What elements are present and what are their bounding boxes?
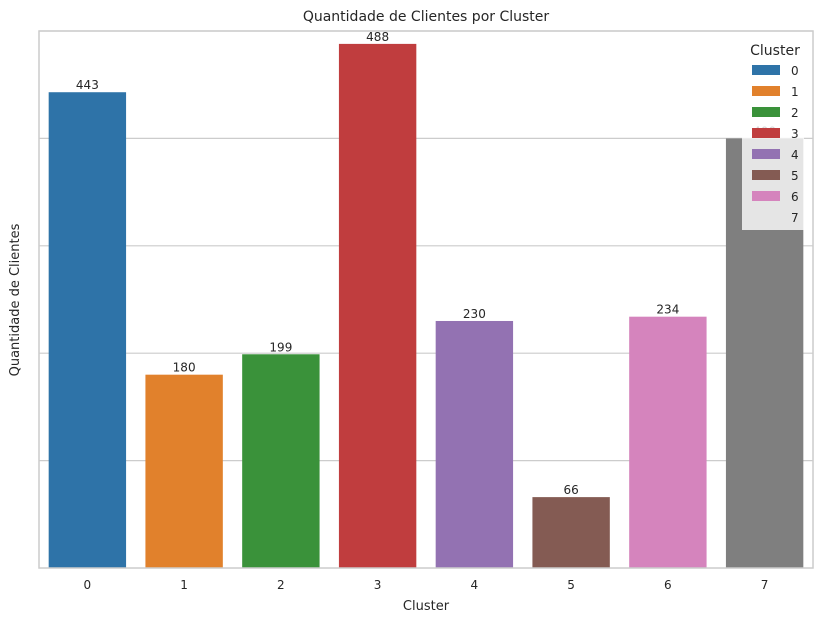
data-label-cluster-6: 234 <box>656 303 679 317</box>
legend-label-2: 2 <box>791 106 799 120</box>
legend-swatch-3 <box>752 128 780 138</box>
legend-swatch-4 <box>752 149 780 159</box>
bars <box>48 43 804 568</box>
legend-label-0: 0 <box>791 64 799 78</box>
x-tick-label-4: 4 <box>471 578 479 592</box>
legend-swatch-5 <box>752 170 780 180</box>
chart-title: Quantidade de Clientes por Cluster <box>303 9 550 25</box>
legend-label-3: 3 <box>791 127 799 141</box>
bar-cluster-0 <box>48 92 127 568</box>
x-tick-label-0: 0 <box>84 578 92 592</box>
x-axis-label: Cluster <box>403 599 450 614</box>
data-label-cluster-1: 180 <box>173 361 196 375</box>
x-tick-label-7: 7 <box>761 578 769 592</box>
legend-label-5: 5 <box>791 169 799 183</box>
legend-swatch-0 <box>752 65 780 75</box>
bar-cluster-6 <box>629 316 707 568</box>
legend-swatch-1 <box>752 86 780 96</box>
y-axis-label: Quantidade de Clientes <box>8 223 23 376</box>
legend-title: Cluster <box>750 43 800 59</box>
bar-cluster-5 <box>532 497 610 568</box>
legend-swatch-2 <box>752 107 780 117</box>
bar-cluster-1 <box>145 374 223 568</box>
bar-cluster-2 <box>242 354 320 568</box>
legend-label-6: 6 <box>791 190 799 204</box>
x-tick-label-6: 6 <box>664 578 672 592</box>
plot-frame <box>38 30 814 569</box>
x-tick-label-5: 5 <box>567 578 575 592</box>
data-label-cluster-0: 443 <box>76 78 99 92</box>
bar-cluster-3 <box>338 43 417 568</box>
x-tick-label-3: 3 <box>374 578 382 592</box>
bar-cluster-4 <box>435 320 514 568</box>
data-label-cluster-5: 66 <box>563 483 578 497</box>
axes-frame <box>38 30 814 569</box>
legend-label-1: 1 <box>791 85 799 99</box>
legend-swatch-6 <box>752 191 780 201</box>
legend: Cluster 0 1 2 3 4 5 6 7 <box>742 36 804 230</box>
data-label-cluster-4: 230 <box>463 307 486 321</box>
data-label-cluster-3: 488 <box>366 30 389 44</box>
legend-label-4: 4 <box>791 148 799 162</box>
legend-label-7: 7 <box>791 211 799 225</box>
x-tick-label-2: 2 <box>277 578 285 592</box>
x-tick-label-1: 1 <box>180 578 188 592</box>
data-label-cluster-2: 199 <box>269 340 292 354</box>
x-tick-labels: 0 1 2 3 4 5 6 7 <box>84 578 769 592</box>
